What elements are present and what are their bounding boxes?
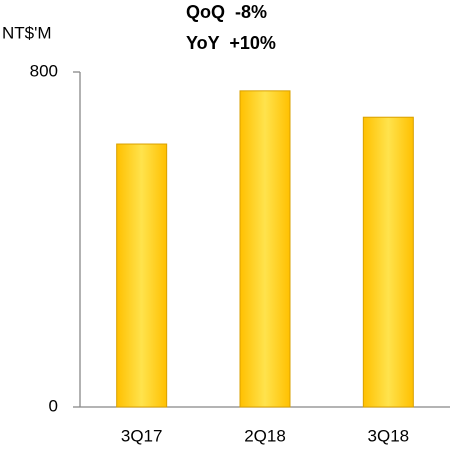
bar bbox=[239, 90, 291, 408]
y-tick-label: 800 bbox=[30, 61, 58, 80]
y-tick-label: 0 bbox=[49, 396, 58, 415]
x-tick-label: 3Q17 bbox=[121, 426, 163, 445]
annotation: YoY +10% bbox=[186, 33, 276, 53]
y-axis-label: NT$'M bbox=[2, 23, 52, 42]
x-tick-label: 2Q18 bbox=[244, 426, 286, 445]
x-tick-label: 3Q18 bbox=[368, 426, 410, 445]
bar bbox=[362, 116, 414, 408]
bar bbox=[116, 143, 168, 408]
annotation: QoQ -8% bbox=[186, 2, 267, 22]
